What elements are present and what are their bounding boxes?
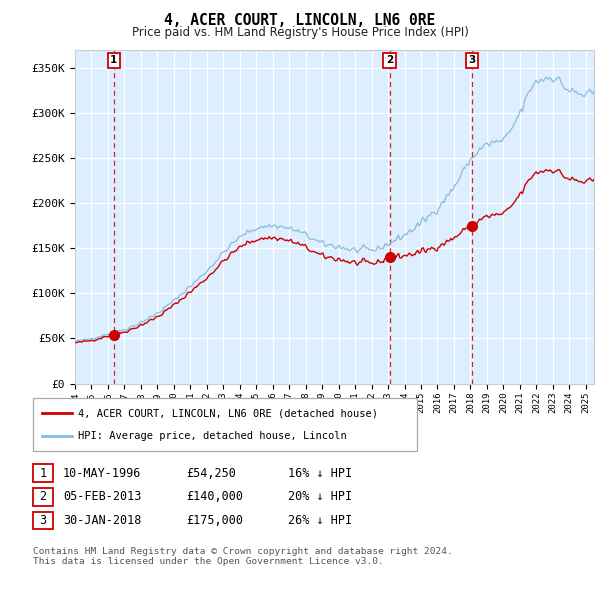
Text: £140,000: £140,000	[186, 490, 243, 503]
Text: Contains HM Land Registry data © Crown copyright and database right 2024.
This d: Contains HM Land Registry data © Crown c…	[33, 547, 453, 566]
Text: 30-JAN-2018: 30-JAN-2018	[63, 514, 142, 527]
Text: 4, ACER COURT, LINCOLN, LN6 0RE: 4, ACER COURT, LINCOLN, LN6 0RE	[164, 13, 436, 28]
Text: 10-MAY-1996: 10-MAY-1996	[63, 467, 142, 480]
Text: 3: 3	[468, 55, 475, 65]
Text: 4, ACER COURT, LINCOLN, LN6 0RE (detached house): 4, ACER COURT, LINCOLN, LN6 0RE (detache…	[78, 408, 378, 418]
Text: £54,250: £54,250	[186, 467, 236, 480]
Text: 16% ↓ HPI: 16% ↓ HPI	[288, 467, 352, 480]
Text: Price paid vs. HM Land Registry's House Price Index (HPI): Price paid vs. HM Land Registry's House …	[131, 26, 469, 39]
Text: 2: 2	[386, 55, 393, 65]
Text: 1: 1	[110, 55, 118, 65]
Text: 05-FEB-2013: 05-FEB-2013	[63, 490, 142, 503]
Text: 26% ↓ HPI: 26% ↓ HPI	[288, 514, 352, 527]
Text: 20% ↓ HPI: 20% ↓ HPI	[288, 490, 352, 503]
Text: 2: 2	[40, 490, 46, 503]
Text: £175,000: £175,000	[186, 514, 243, 527]
Text: 3: 3	[40, 514, 46, 527]
Text: 1: 1	[40, 467, 46, 480]
Text: HPI: Average price, detached house, Lincoln: HPI: Average price, detached house, Linc…	[78, 431, 347, 441]
